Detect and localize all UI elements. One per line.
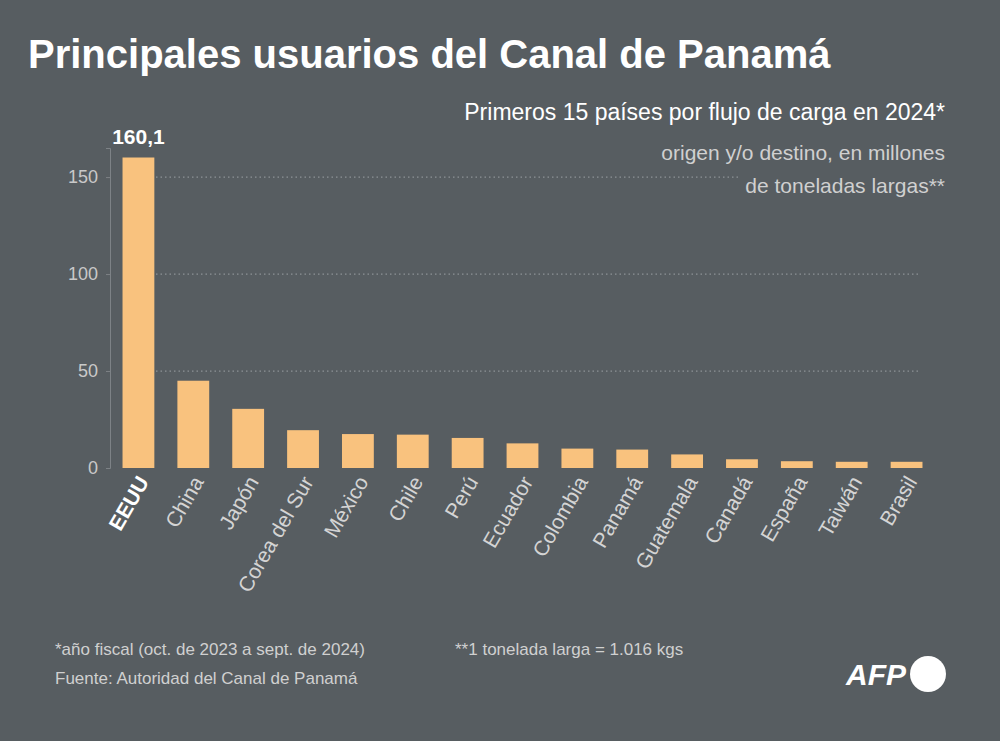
logo-circle [910,656,946,692]
annotation: de toneladas largas** [745,174,945,197]
x-tick-label: España [756,472,812,545]
y-tick: 100 [68,264,110,284]
grid-line [156,370,920,371]
bar [781,461,813,468]
bar [726,459,758,468]
x-tick-label: Chile [384,472,428,525]
y-tick: 150 [68,167,110,187]
x-tick-label: Brasil [875,472,921,529]
x-tick-label: Ecuador [478,472,537,551]
bar [561,449,593,468]
x-tick: EEUU [104,472,153,534]
y-tick-mark [106,371,110,372]
y-axis-line [106,149,111,469]
x-tick: Colombia [528,472,592,561]
y-tick-label: 0 [88,458,98,478]
x-tick-label: EEUU [104,472,153,534]
x-tick: Japón [214,472,263,533]
bar [836,462,868,468]
x-axis: EEUUChinaJapónCorea del SurMéxico Chile Pe… [104,472,921,596]
x-tick: México [319,472,372,541]
grid-line [156,273,920,274]
x-tick: Taiwán [814,472,867,540]
y-tick-label: 100 [68,264,98,284]
x-tick: Canadá [700,472,757,547]
bars [123,158,923,468]
x-tick-label: Guatemala [630,472,701,573]
x-tick-label: Canadá [700,472,757,547]
x-tick-label: México [319,472,372,541]
bar [616,450,648,468]
bar [891,462,923,468]
bar [177,381,209,468]
bar [287,430,319,468]
annotation: origen y/o destino, en millones [661,141,945,164]
bar [507,443,539,468]
x-tick: Panamá [588,472,647,552]
x-tick-label: China [161,472,209,531]
bar [671,454,703,468]
bar [397,435,429,468]
x-tick: Brasil [875,472,921,529]
x-tick: Chile [384,472,428,525]
y-tick-mark [106,468,110,469]
source: Fuente: Autoridad del Canal de Panamá [55,669,358,688]
title: Principales usuarios del Canal de Panamá [28,32,831,76]
bar [452,438,484,468]
y-tick-mark [106,177,110,178]
x-tick: Guatemala [630,472,701,573]
data-label: 160,1 [112,125,165,148]
bar [123,158,155,468]
x-tick-label: Japón [214,472,263,533]
bar [342,434,374,468]
y-tick-label: 50 [78,361,98,381]
x-tick: Perú [440,472,482,522]
y-tick-label: 150 [68,167,98,187]
x-tick-label: Taiwán [814,472,867,540]
subtitle: Primeros 15 países por flujo de carga en… [464,99,945,125]
note: **1 tonelada larga = 1.016 kgs [455,640,683,659]
background [0,0,1000,741]
x-tick: España [756,472,812,545]
y-tick: 50 [78,361,110,381]
x-tick: China [161,472,209,531]
y-tick: 0 [88,458,110,478]
chart: Principales usuarios del Canal de Panamá… [0,0,1000,741]
y-axis: 0 50 100 150 [68,149,111,479]
x-tick-label: Panamá [588,472,647,552]
x-tick: Ecuador [478,472,537,551]
x-tick-label: Corea del Sur [233,472,318,596]
x-tick-label: Perú [440,472,482,522]
y-tick-mark [106,274,110,275]
logo-text: AFP [845,658,907,691]
note: *año fiscal (oct. de 2023 a sept. de 202… [55,640,365,659]
x-tick: Corea del Sur [233,472,318,596]
bar [232,409,264,468]
grid [156,177,920,371]
subtitle-group: Primeros 15 países por flujo de carga en… [464,99,945,197]
grid-line [156,176,739,177]
x-tick-label: Colombia [528,472,592,561]
